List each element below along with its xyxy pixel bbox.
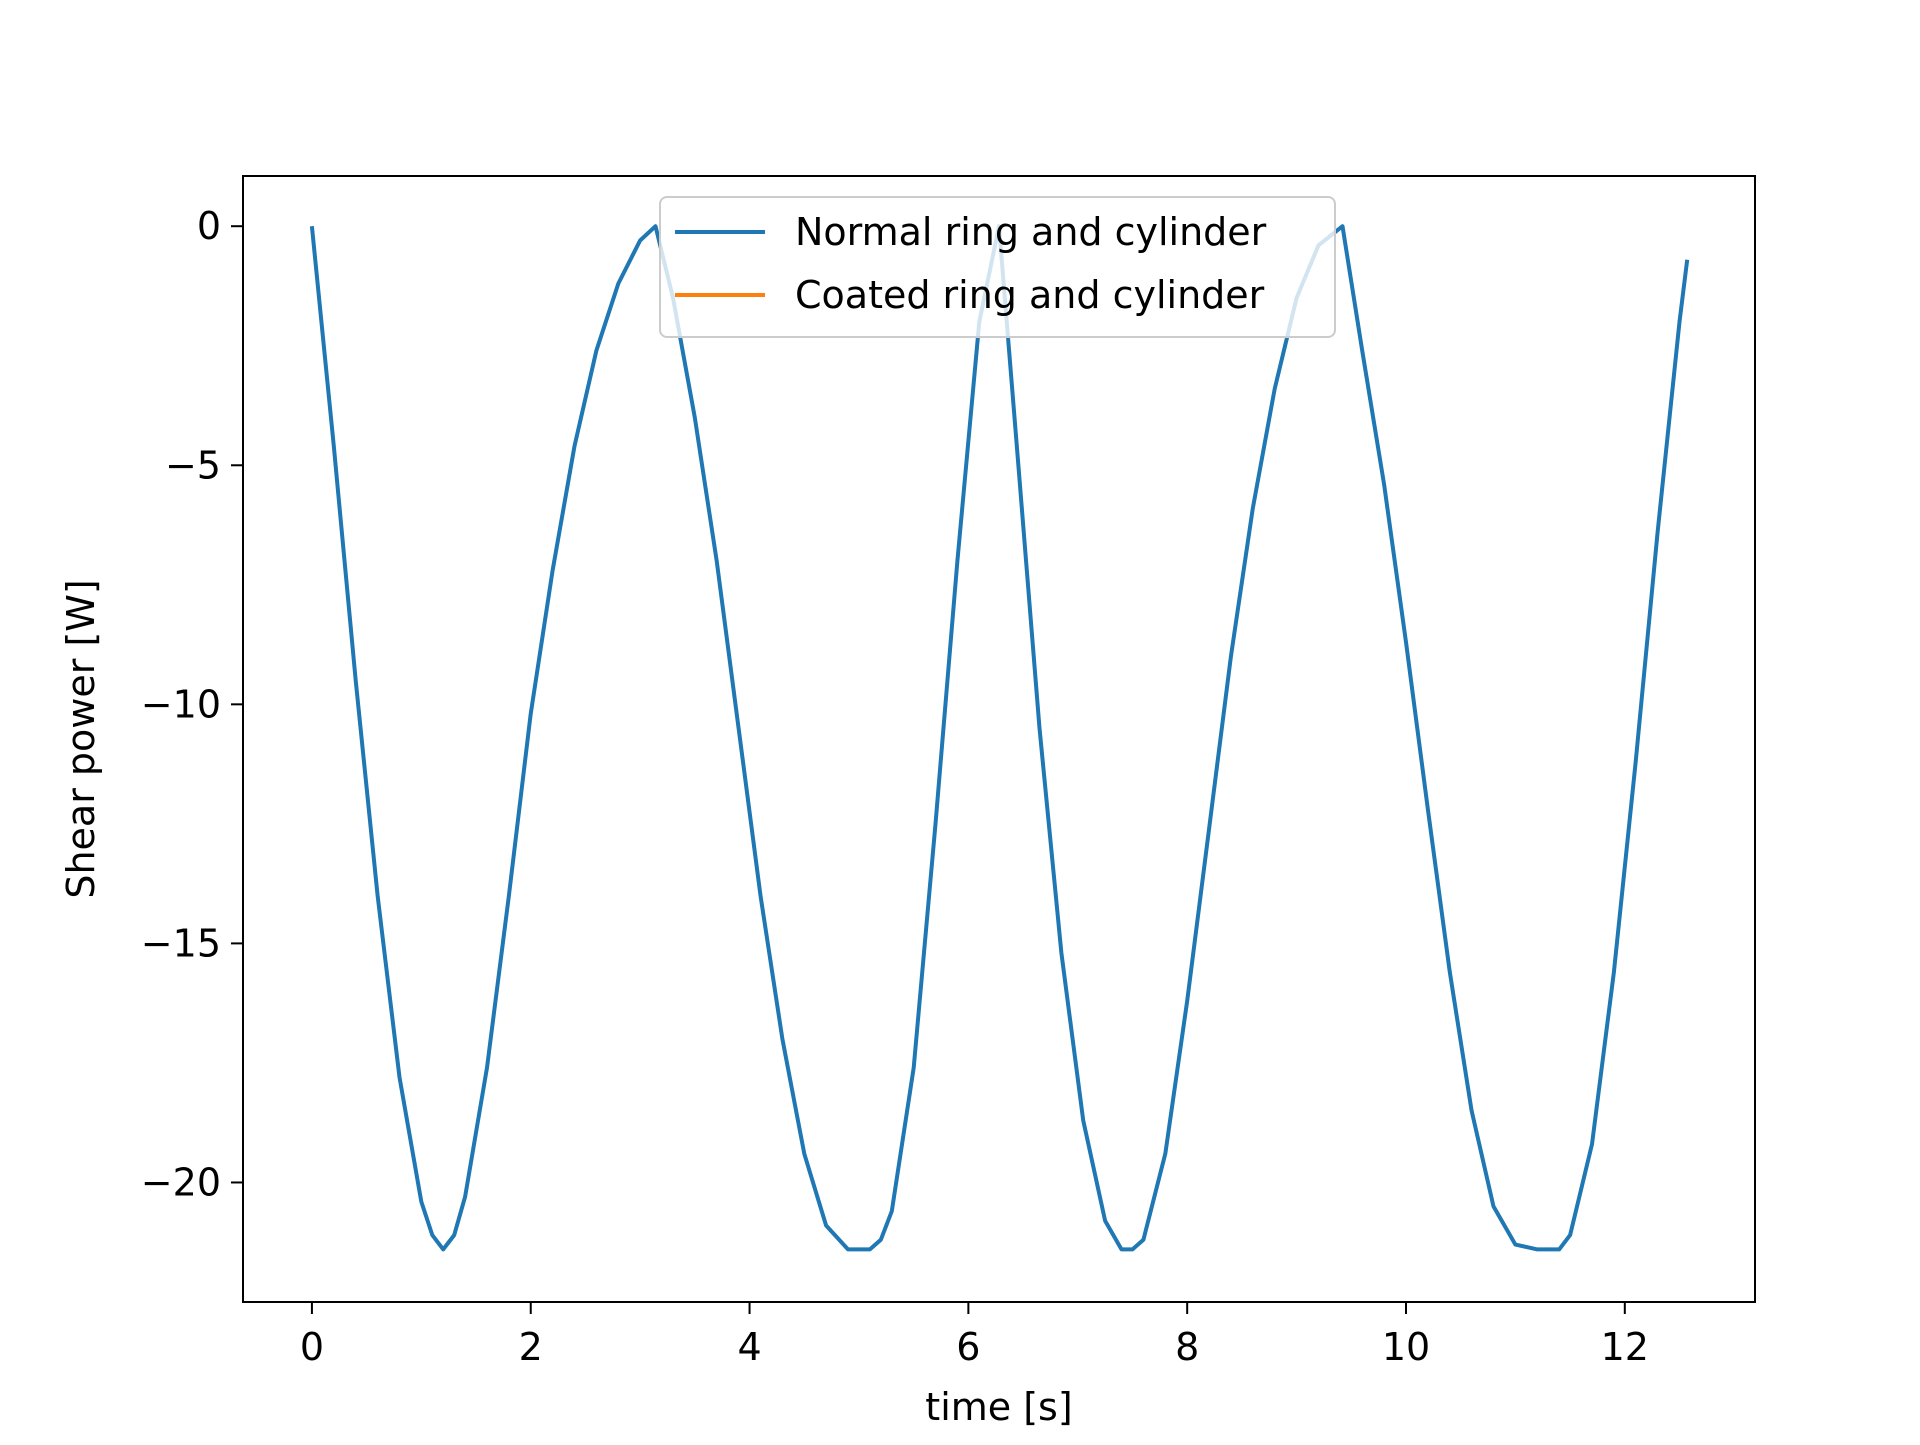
x-axis-label: time [s] (925, 1385, 1072, 1429)
y-tick-label: −10 (141, 682, 221, 726)
y-axis: 0 −5 −10 −15 −20 (141, 204, 243, 1204)
plot-area (242, 175, 1756, 1303)
legend-label-normal: Normal ring and cylinder (795, 210, 1267, 254)
y-axis-label: Shear power [W] (59, 579, 103, 898)
y-tick-label: −20 (141, 1160, 221, 1204)
plot-frame (242, 175, 1756, 1303)
x-tick-label: 0 (300, 1325, 324, 1369)
x-tick-label: 2 (519, 1325, 543, 1369)
x-axis: 0 2 4 6 8 10 12 (300, 1302, 1649, 1369)
x-tick-label: 8 (1175, 1325, 1199, 1369)
x-tick-label: 12 (1601, 1325, 1649, 1369)
x-tick-label: 6 (956, 1325, 980, 1369)
legend-frame (659, 196, 1336, 338)
y-tick-label: −5 (165, 443, 221, 487)
legend-label-coated: Coated ring and cylinder (795, 273, 1265, 317)
y-tick-label: −15 (141, 921, 221, 965)
x-tick-label: 4 (737, 1325, 761, 1369)
legend: Normal ring and cylinder Coated ring and… (659, 196, 1336, 338)
x-tick-label: 10 (1382, 1325, 1430, 1369)
y-tick-label: 0 (197, 204, 221, 248)
